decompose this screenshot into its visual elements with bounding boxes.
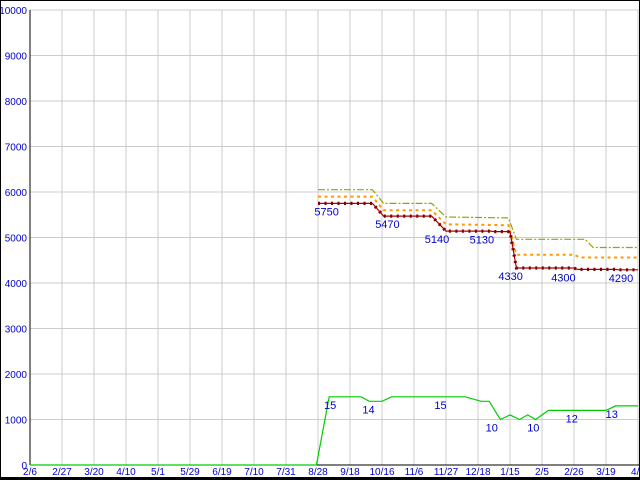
value-annotation: 4300 — [551, 272, 575, 284]
y-tick-label: 10000 — [0, 6, 27, 17]
x-tick-label: 4/10 — [116, 467, 136, 478]
x-tick-label: 11/6 — [405, 467, 424, 478]
orange-dashed-line-path — [318, 195, 638, 259]
x-tick-label: 2/27 — [52, 467, 72, 478]
value-annotation: 5470 — [375, 219, 399, 231]
value-annotation: 15 — [324, 400, 336, 412]
x-tick-label: 1/15 — [500, 467, 520, 478]
green-line-path — [30, 396, 638, 466]
x-tick-label: 9/18 — [340, 467, 360, 478]
series-red-marker-line — [318, 201, 638, 272]
x-tick-label: 11/27 — [434, 467, 459, 478]
gridlines — [30, 9, 640, 465]
y-tick-label: 3000 — [5, 325, 28, 336]
x-tick-label: 7/31 — [276, 467, 296, 478]
x-tick-label: 12/18 — [465, 467, 490, 478]
y-tick-label: 2000 — [5, 370, 28, 381]
y-tick-label: 1000 — [5, 416, 28, 427]
y-tick-label: 8000 — [5, 97, 28, 108]
olive-dashdot-line-path — [318, 189, 638, 249]
y-tick-label: 5000 — [5, 234, 28, 245]
series-olive-dashdot-line — [318, 189, 638, 249]
series-orange-dashed-line — [318, 195, 638, 259]
value-annotation: 15 — [434, 400, 446, 412]
x-tick-label: 4/9 — [631, 467, 640, 478]
y-tick-label: 7000 — [5, 143, 28, 154]
value-annotation: 5140 — [425, 234, 449, 246]
y-tick-label: 0 — [21, 461, 27, 472]
value-annotations: 5750 5470 5140 5130 4330 4300 4290 15 14 15 10 10 12… — [314, 206, 633, 434]
x-tick-label: 7/10 — [244, 467, 264, 478]
x-tick-label: 8/28 — [308, 467, 328, 478]
y-tick-label: 4000 — [5, 279, 28, 290]
y-tick-label: 6000 — [5, 188, 28, 199]
y-tick-label: 9000 — [5, 52, 28, 63]
value-annotation: 5750 — [314, 206, 338, 218]
value-annotation: 4330 — [498, 271, 522, 283]
x-tick-label: 2/6 — [23, 467, 37, 478]
value-annotation: 5130 — [470, 235, 494, 247]
x-tick-label: 10/16 — [369, 467, 394, 478]
x-tick-label: 5/1 — [151, 467, 165, 478]
red-marker-line-markers — [318, 201, 638, 272]
value-annotation: 10 — [527, 423, 539, 435]
value-annotation: 14 — [362, 404, 374, 416]
value-annotation: 4290 — [609, 273, 633, 285]
x-tick-label: 6/19 — [212, 467, 232, 478]
y-axis-tick-labels: 0 1000 2000 3000 4000 5000 6000 7000 8000 9000 100… — [0, 6, 27, 472]
value-annotation: 12 — [566, 413, 578, 425]
series-green-line — [30, 396, 638, 466]
x-tick-label: 2/5 — [535, 467, 549, 478]
value-annotation: 10 — [486, 423, 498, 435]
x-tick-label: 5/29 — [180, 467, 200, 478]
x-tick-label: 3/20 — [84, 467, 104, 478]
value-annotation: 13 — [606, 409, 618, 421]
x-tick-label: 3/19 — [596, 467, 616, 478]
x-axis-tick-labels: 2/6 2/27 3/20 4/10 5/1 5/29 6/19 7/10 7/31 8/28 9/… — [23, 467, 640, 478]
x-tick-label: 2/26 — [564, 467, 584, 478]
